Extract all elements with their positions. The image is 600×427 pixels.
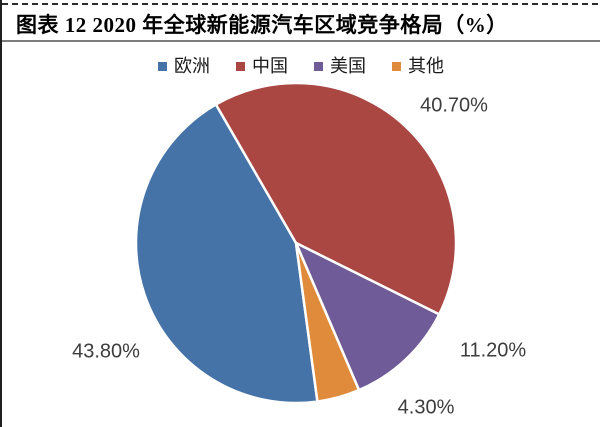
pie-slice-other	[294, 241, 361, 403]
legend-label-other: 其他	[408, 56, 444, 76]
pie-value-label-other: 4.30%	[397, 396, 455, 419]
legend-item-usa: 美国	[314, 57, 366, 75]
figure-title: 图表 12 2020 年全球新能源汽车区域竞争格局（%）	[16, 13, 508, 37]
legend-label-china: 中国	[252, 56, 288, 76]
legend-label-europe: 欧洲	[174, 56, 210, 76]
pie-value-label-china: 40.70%	[420, 94, 488, 117]
legend-marker-china-icon	[236, 61, 245, 71]
legend-item-other: 其他	[392, 57, 444, 75]
pie-slice-china	[214, 81, 458, 316]
legend-marker-usa-icon	[314, 61, 323, 71]
pie-value-label-europe: 43.80%	[72, 340, 140, 363]
legend-label-usa: 美国	[330, 56, 366, 76]
legend-item-china: 中国	[236, 57, 288, 75]
legend-marker-europe-icon	[158, 61, 167, 71]
top-divider	[2, 3, 600, 5]
legend-marker-other-icon	[392, 61, 401, 71]
legend: 欧洲 中国 美国 其他	[2, 54, 600, 78]
figure-header: 图表 12 2020 年全球新能源汽车区域竞争格局（%）	[2, 5, 600, 42]
pie-slice-europe	[134, 103, 319, 405]
pie-value-label-usa: 11.20%	[459, 339, 527, 362]
pie-slice-usa	[294, 241, 441, 392]
legend-item-europe: 欧洲	[158, 57, 210, 75]
